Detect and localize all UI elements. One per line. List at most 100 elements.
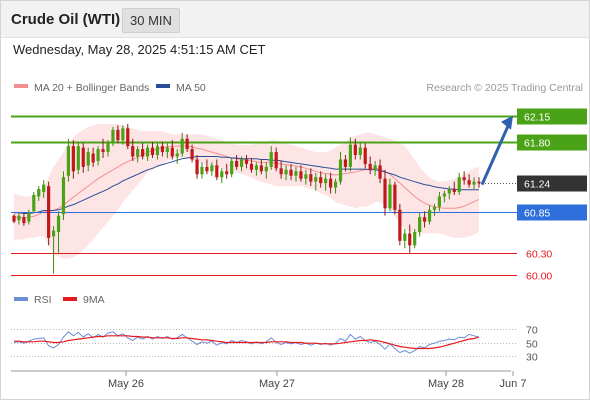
time-tick-label: May 26 — [108, 378, 144, 390]
forecast-arrow — [480, 123, 511, 186]
candle — [170, 140, 174, 160]
candle — [47, 181, 51, 246]
candle — [398, 203, 402, 246]
candle — [96, 146, 100, 166]
candle — [210, 162, 214, 176]
candle — [244, 155, 249, 169]
rsi-tick-label: 70 — [526, 325, 538, 337]
candle — [116, 125, 120, 144]
candle — [111, 126, 115, 147]
resistance-level-label: 61.80 — [524, 138, 550, 150]
candle — [403, 229, 407, 249]
candle — [180, 132, 184, 157]
candle — [126, 123, 130, 150]
research-credit: Research © 2025 Trading Central — [426, 82, 583, 94]
candle — [42, 180, 46, 198]
candle — [432, 203, 437, 216]
instrument-title: Crude Oil (WTI) — [11, 11, 121, 28]
ma20-legend-swatch — [14, 84, 28, 88]
candle — [348, 137, 352, 172]
rsi-legend-label: RSI — [34, 294, 52, 306]
candle — [363, 143, 367, 169]
candle — [299, 165, 303, 182]
candle — [314, 172, 318, 191]
resistance-level-tag — [517, 134, 587, 151]
candle — [477, 177, 481, 188]
candle — [131, 138, 135, 161]
candle — [343, 155, 348, 172]
candle — [304, 169, 308, 185]
candle — [259, 159, 263, 175]
candle — [215, 159, 219, 181]
candle — [457, 172, 461, 195]
bollinger-band-area — [14, 123, 479, 259]
candle — [200, 162, 204, 179]
candle — [383, 169, 387, 216]
candle — [393, 181, 397, 215]
candle — [418, 212, 422, 237]
candle — [235, 155, 239, 170]
ma9-legend-label: 9MA — [83, 294, 105, 306]
candle — [66, 138, 71, 182]
rsi-tick-label: 50 — [526, 339, 538, 351]
ma50-legend-swatch — [156, 84, 170, 88]
time-tick-label: May 27 — [259, 378, 295, 390]
candle — [462, 171, 466, 185]
candle — [368, 156, 372, 175]
candle — [71, 140, 75, 179]
candle — [239, 156, 244, 172]
candle — [81, 143, 85, 173]
ma9-legend-swatch — [63, 297, 77, 301]
candle — [249, 157, 254, 173]
candle — [472, 177, 476, 190]
pivot-level-label: 60.85 — [524, 208, 550, 220]
candle — [269, 146, 273, 170]
candle — [141, 143, 145, 160]
support-level-label: 60.30 — [526, 249, 552, 261]
candle — [27, 209, 31, 225]
candle — [309, 168, 313, 187]
candle — [264, 162, 268, 179]
candle — [22, 212, 26, 227]
candle — [353, 138, 357, 160]
candle — [91, 147, 95, 167]
candle — [413, 229, 417, 249]
interval-button[interactable]: 30 MIN — [122, 8, 180, 33]
candle — [12, 214, 16, 224]
candle — [225, 163, 229, 179]
last-price-label: 61.24 — [524, 179, 550, 191]
candle — [467, 174, 471, 188]
candle — [17, 212, 21, 225]
candle — [121, 125, 125, 145]
candle — [338, 152, 343, 185]
candle — [284, 165, 288, 181]
time-tick-label: May 28 — [428, 378, 464, 390]
rsi-line — [13, 331, 480, 354]
candle — [32, 192, 36, 213]
candle — [101, 138, 105, 158]
candle — [328, 172, 333, 194]
candle — [408, 224, 412, 253]
resistance-level-label: 62.15 — [524, 112, 550, 124]
candle — [427, 205, 432, 225]
candle — [195, 155, 199, 179]
candle — [220, 168, 224, 184]
candle — [254, 162, 258, 176]
candle — [205, 159, 209, 175]
candle — [274, 147, 278, 172]
candle — [437, 192, 442, 212]
chart-header: Crude Oil (WTI) 30 MIN — [1, 1, 589, 38]
candle — [61, 171, 66, 221]
candle — [165, 143, 169, 158]
time-tick-label: Jun 7 — [500, 378, 527, 390]
forecast-arrow-head — [501, 115, 513, 130]
candle — [452, 181, 456, 195]
candle — [358, 141, 362, 160]
candle — [230, 157, 234, 178]
candle — [422, 211, 427, 228]
pivot-level-tag — [517, 204, 587, 221]
candle — [279, 160, 283, 179]
rsi-ma9-line — [14, 335, 480, 350]
